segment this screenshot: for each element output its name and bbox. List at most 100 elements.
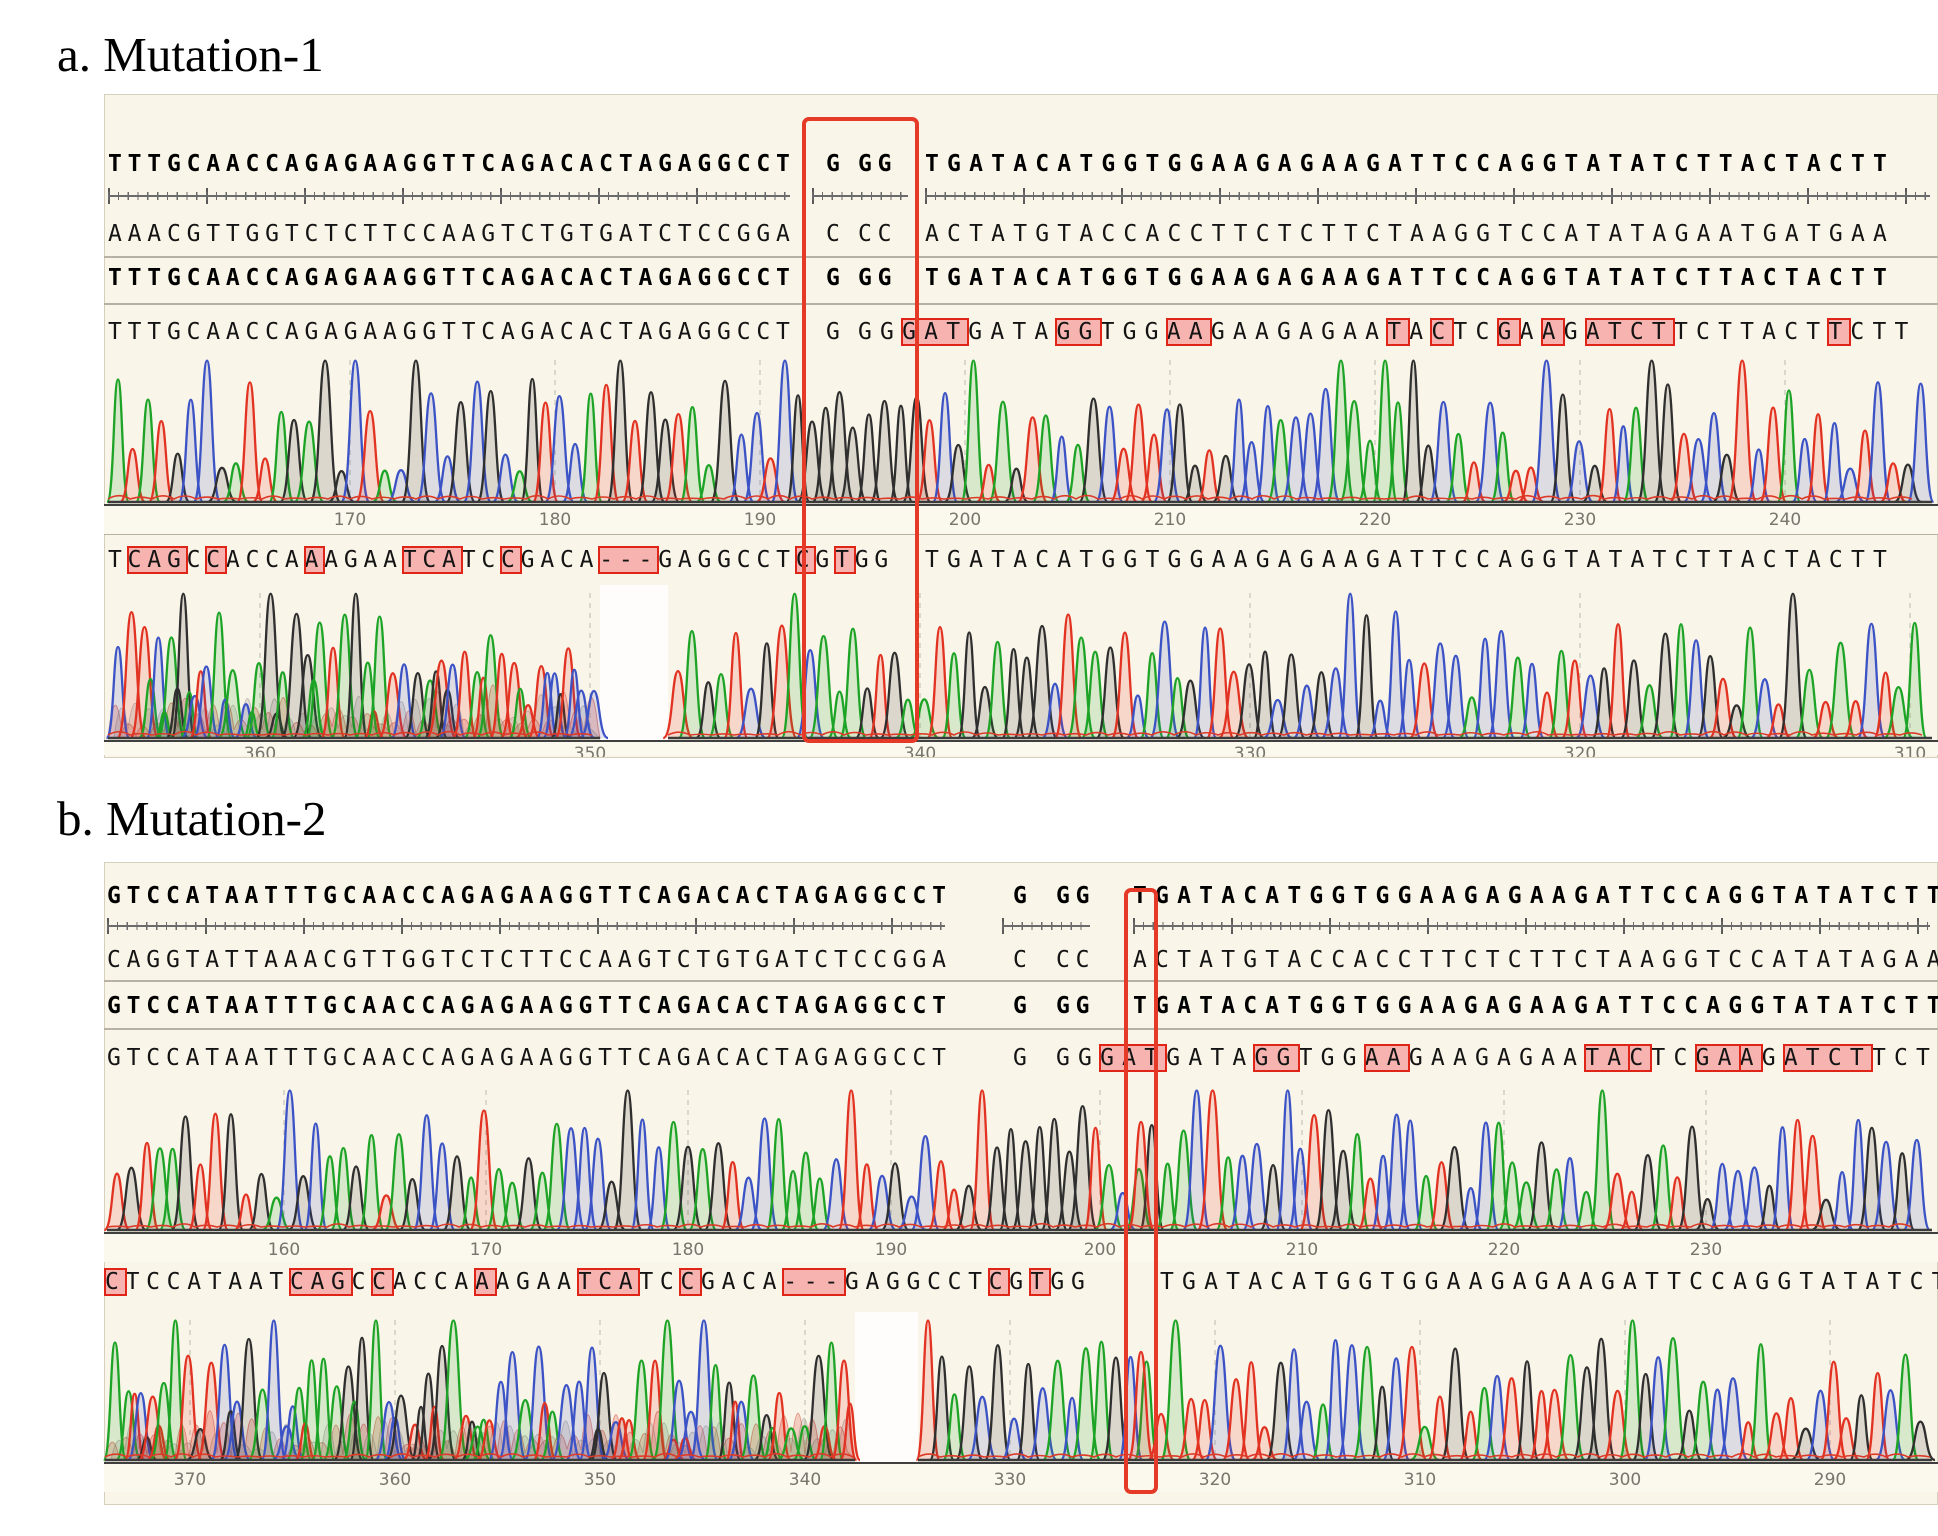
mismatch-highlight: C xyxy=(1430,318,1455,346)
axis-tick-label: 290 xyxy=(1813,1470,1847,1490)
divider-line xyxy=(104,256,1938,258)
divider-line xyxy=(104,533,1938,535)
sequence-token: TTTGCAACCAGAGAAGGTTCAGACACTAGAGGCCT xyxy=(108,265,796,291)
axis-tick-label: 180 xyxy=(671,1240,705,1260)
sequence-token: G xyxy=(1013,993,1033,1019)
axis-tick-label: 220 xyxy=(1358,510,1392,530)
reference-forward-row-2: TTTGCAACCAGAGAAGGTTCAGACACTAGAGGCCT xyxy=(108,264,796,292)
chromatogram-axis: 360 350 340 330 320 310 xyxy=(0,744,1938,757)
mismatch-highlight: C xyxy=(371,1268,394,1296)
axis-tick-label: 350 xyxy=(573,744,607,757)
sequence-token: CTT xyxy=(1850,319,1917,345)
axis-tick-label: 240 xyxy=(1768,510,1802,530)
mismatch-highlight: TCA xyxy=(401,546,463,574)
axis-tick-label: 320 xyxy=(1563,744,1597,757)
sequence-token: CAGGTATTAAACGTTGGTCTCTTCCAAGTCTGTGATCTCC… xyxy=(107,947,952,973)
sequence-token: TC xyxy=(1651,1045,1696,1071)
axis-tick-label: 330 xyxy=(993,1470,1027,1490)
sequence-token: TGATACATGGTGGAAGAGAAGATTCCAGGTATATCTTACT… xyxy=(925,151,1896,177)
divider-line xyxy=(104,303,1938,305)
axis-tick-label: 160 xyxy=(267,1240,301,1260)
sequence-token: G xyxy=(815,547,836,573)
axis-tick-label: 200 xyxy=(1083,1240,1117,1260)
axis-tick-label: 370 xyxy=(173,1470,207,1490)
sequence-token: A xyxy=(1409,319,1432,345)
reverse-read-row: TCAGCCACCAAAGAATCATCCGACA---GAGGCCTCGTGG xyxy=(108,546,894,574)
mismatch-highlight: CAG xyxy=(126,546,188,574)
sequence-token: GTCCATAATTTGCAACCAGAGAAGGTTCAGACACTAGAGG… xyxy=(107,1045,952,1071)
axis-tick-label: 340 xyxy=(903,744,937,757)
position-ruler xyxy=(1002,918,1090,934)
axis-tick-label: 310 xyxy=(1893,744,1927,757)
reference-forward-row: TTTGCAACCAGAGAAGGTTCAGACACTAGAGGCCT xyxy=(108,150,796,178)
deletion-gap-highlight: --- xyxy=(598,546,660,574)
panel-a-title: a. Mutation-1 xyxy=(57,27,324,82)
mismatch-highlight: C xyxy=(104,1268,127,1296)
mismatch-highlight: GG xyxy=(1253,1044,1300,1072)
axis-tick-label: 170 xyxy=(333,510,367,530)
sequence-token: G xyxy=(826,265,846,291)
forward-read-row: TTTGCAACCAGAGAAGGTTCAGACACTAGAGGCCT xyxy=(108,318,796,346)
sequence-token: TGG xyxy=(1100,319,1167,345)
reference-forward-row-2: TGATACATGGTGGAAGAGAAGATTCCAGGTATATCTTACT… xyxy=(925,264,1895,292)
sequence-token: G xyxy=(1013,1045,1033,1071)
chromatogram-axis: 170 180 190 200 210 220 230 240 xyxy=(0,510,1938,532)
position-ruler xyxy=(108,188,790,204)
divider-line xyxy=(104,980,1938,982)
mismatch-highlight: AA xyxy=(1363,1044,1410,1072)
reference-forward-row-2: GG xyxy=(1056,992,1095,1020)
axis-tick-label: 320 xyxy=(1198,1470,1232,1490)
sequence-token: TC xyxy=(461,547,502,573)
chromatogram-axis: 370 360 350 340 330 320 310 300 290 xyxy=(0,1470,1938,1492)
mismatch-highlight: A xyxy=(473,1268,497,1296)
sequence-token: GAAGAGAA xyxy=(1408,1045,1586,1071)
mismatch-highlight: TA xyxy=(1584,1044,1631,1072)
sequence-token: ACTATGTACCACCTTCTCTTCTAAGGTCCATATAGAAT xyxy=(1133,947,1938,973)
forward-read-row: GGGATGATAGGTGGAAGAAGAGAATACTCGAAGATCTTCT… xyxy=(858,318,1917,346)
sequence-token: TGG xyxy=(1298,1045,1365,1071)
chromatogram-trace xyxy=(102,1312,1936,1462)
mismatch-highlight: T xyxy=(1827,318,1852,346)
mismatch-highlight: A xyxy=(303,546,326,574)
axis-tick-label: 210 xyxy=(1153,510,1187,530)
sequence-token: ACCA xyxy=(392,1269,475,1295)
position-ruler xyxy=(107,918,945,934)
sequence-token: AGAA xyxy=(324,547,403,573)
axis-tick-label: 360 xyxy=(243,744,277,757)
reference-forward-row: GG xyxy=(1056,882,1095,910)
sequence-token: TGATACATGGTGGAAGAGAAGATTCCAGGTATATCTTACT… xyxy=(925,547,1896,573)
sequence-token: GATA xyxy=(968,319,1057,345)
axis-tick-label: 190 xyxy=(743,510,777,530)
reference-complement-row: CAGGTATTAAACGTTGGTCTCTTCCAAGTCTGTGATCTCC… xyxy=(107,946,952,974)
sequence-token: G xyxy=(826,319,846,345)
position-ruler xyxy=(1133,918,1930,934)
reverse-read-row: TGATACATGGTGGAAGAGAAGATTCCAGGTATATCTTACT… xyxy=(925,546,1895,574)
reference-forward-row: G xyxy=(1013,882,1033,910)
sequence-token: ACTATGTACCACCTTCTCTTCTAAGGTCCATATAGAATGA… xyxy=(925,221,1896,247)
sequence-token: TTTGCAACCAGAGAAGGTTCAGACACTAGAGGCCT xyxy=(108,151,796,177)
sequence-token: TTTGCAACCAGAGAAGGTTCAGACACTAGAGGCCT xyxy=(108,319,796,345)
axis-tick-label: 190 xyxy=(874,1240,908,1260)
mismatch-highlight: T xyxy=(834,546,856,574)
reference-forward-row-2: GG xyxy=(858,264,897,292)
mismatch-highlight: A xyxy=(1738,1044,1763,1072)
reference-forward-row-2: G xyxy=(826,264,846,292)
reverse-read-row: CTCCATAATCAGCCACCAAAGAATCATCCGACA---GAGG… xyxy=(104,1268,1092,1296)
divider-line xyxy=(104,1028,1938,1030)
sequence-token: GATA xyxy=(1166,1045,1255,1071)
mismatch-highlight: ATCT xyxy=(1782,1044,1873,1072)
forward-read-row: G xyxy=(1013,1044,1033,1072)
sequence-token: GG xyxy=(858,265,898,291)
position-ruler xyxy=(812,188,908,204)
reference-forward-row: GG xyxy=(858,150,897,178)
forward-read-row: GTCCATAATTTGCAACCAGAGAAGGTTCAGACACTAGAGG… xyxy=(107,1044,952,1072)
sequence-token: TCCATAAT xyxy=(125,1269,290,1295)
deletion-gap-highlight: --- xyxy=(782,1268,846,1296)
mutation-annotation-box xyxy=(1124,888,1158,1494)
mismatch-highlight: C xyxy=(205,546,227,574)
sequence-token: G xyxy=(1009,1269,1030,1295)
axis-tick-label: 350 xyxy=(583,1470,617,1490)
axis-tick-label: 170 xyxy=(469,1240,503,1260)
sequence-token: GG xyxy=(858,319,903,345)
